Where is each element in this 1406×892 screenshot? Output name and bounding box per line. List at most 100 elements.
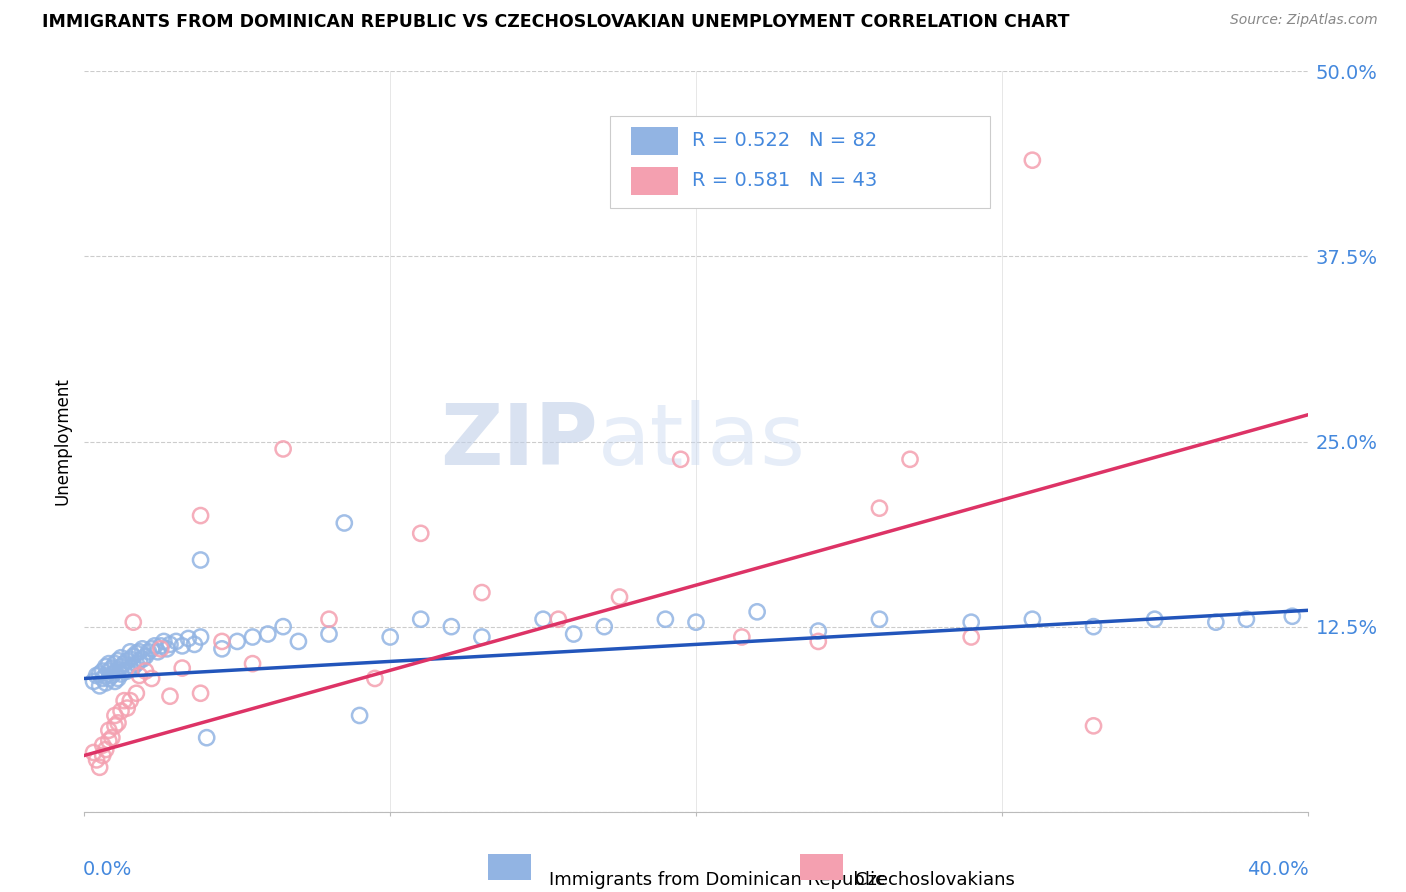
Point: [195, 731, 218, 745]
Point: [125, 686, 148, 700]
FancyBboxPatch shape: [488, 854, 531, 880]
Point: [107, 715, 129, 730]
Point: [110, 650, 132, 665]
Point: [609, 590, 631, 604]
Text: Source: ZipAtlas.com: Source: ZipAtlas.com: [1230, 13, 1378, 28]
Point: [177, 632, 200, 646]
Point: [960, 630, 983, 644]
Point: [107, 672, 129, 686]
Point: [104, 719, 127, 733]
Point: [1083, 619, 1105, 633]
Text: Immigrants from Dominican Republic: Immigrants from Dominican Republic: [550, 871, 886, 889]
Point: [242, 630, 264, 644]
Point: [141, 641, 163, 656]
Point: [120, 694, 142, 708]
Point: [120, 661, 142, 675]
Point: [112, 694, 135, 708]
Point: [97, 664, 120, 678]
Point: [190, 553, 212, 567]
Point: [1143, 612, 1166, 626]
Point: [364, 672, 387, 686]
FancyBboxPatch shape: [631, 167, 678, 195]
Point: [94, 742, 117, 756]
Point: [120, 645, 142, 659]
Point: [94, 668, 117, 682]
Point: [131, 652, 153, 666]
Point: [685, 615, 707, 630]
Point: [669, 452, 692, 467]
Point: [333, 516, 356, 530]
Point: [141, 672, 163, 686]
Point: [1021, 153, 1043, 168]
Point: [380, 630, 402, 644]
Point: [97, 723, 120, 738]
Point: [172, 639, 194, 653]
Point: [1281, 609, 1303, 624]
Point: [104, 665, 127, 680]
Point: [731, 630, 754, 644]
Point: [654, 612, 676, 626]
Point: [318, 627, 340, 641]
Point: [159, 690, 181, 704]
Point: [101, 661, 124, 675]
Point: [869, 501, 891, 516]
FancyBboxPatch shape: [610, 116, 990, 209]
Point: [101, 668, 124, 682]
Point: [807, 634, 830, 648]
Point: [122, 649, 145, 664]
Point: [190, 630, 212, 644]
Point: [94, 659, 117, 673]
Text: R = 0.522   N = 82: R = 0.522 N = 82: [692, 131, 877, 151]
Point: [1021, 612, 1043, 626]
Point: [869, 612, 891, 626]
Point: [211, 634, 233, 648]
Point: [165, 634, 187, 648]
Point: [110, 659, 132, 673]
Point: [115, 654, 138, 668]
Point: [107, 663, 129, 677]
Point: [104, 657, 127, 671]
Point: [242, 657, 264, 671]
Point: [409, 612, 432, 626]
Point: [86, 753, 108, 767]
Point: [128, 645, 150, 659]
Point: [440, 619, 463, 633]
Point: [94, 676, 117, 690]
Point: [107, 654, 129, 668]
Text: Czechoslovakians: Czechoslovakians: [855, 871, 1015, 889]
Y-axis label: Unemployment: Unemployment: [53, 377, 72, 506]
Point: [211, 641, 233, 656]
Point: [156, 641, 179, 656]
Point: [89, 667, 111, 681]
Point: [101, 731, 124, 745]
Point: [138, 645, 160, 659]
Point: [318, 612, 340, 626]
Point: [89, 679, 111, 693]
Point: [807, 624, 830, 638]
Point: [960, 615, 983, 630]
Point: [110, 704, 132, 718]
Point: [172, 661, 194, 675]
Point: [86, 668, 108, 682]
Point: [115, 701, 138, 715]
Point: [531, 612, 554, 626]
Point: [593, 619, 616, 633]
Text: 0.0%: 0.0%: [83, 860, 132, 879]
Point: [149, 641, 172, 656]
Point: [159, 637, 181, 651]
Text: IMMIGRANTS FROM DOMINICAN REPUBLIC VS CZECHOSLOVAKIAN UNEMPLOYMENT CORRELATION C: IMMIGRANTS FROM DOMINICAN REPUBLIC VS CZ…: [42, 13, 1070, 31]
Point: [112, 664, 135, 678]
Point: [471, 630, 494, 644]
Text: 40.0%: 40.0%: [1247, 860, 1309, 879]
Point: [91, 664, 114, 678]
Point: [91, 748, 114, 763]
Point: [128, 668, 150, 682]
Point: [122, 659, 145, 673]
Point: [287, 634, 309, 648]
Point: [91, 738, 114, 752]
Point: [1083, 719, 1105, 733]
Point: [97, 672, 120, 686]
Text: R = 0.581   N = 43: R = 0.581 N = 43: [692, 171, 877, 190]
Point: [183, 637, 205, 651]
Point: [120, 652, 142, 666]
